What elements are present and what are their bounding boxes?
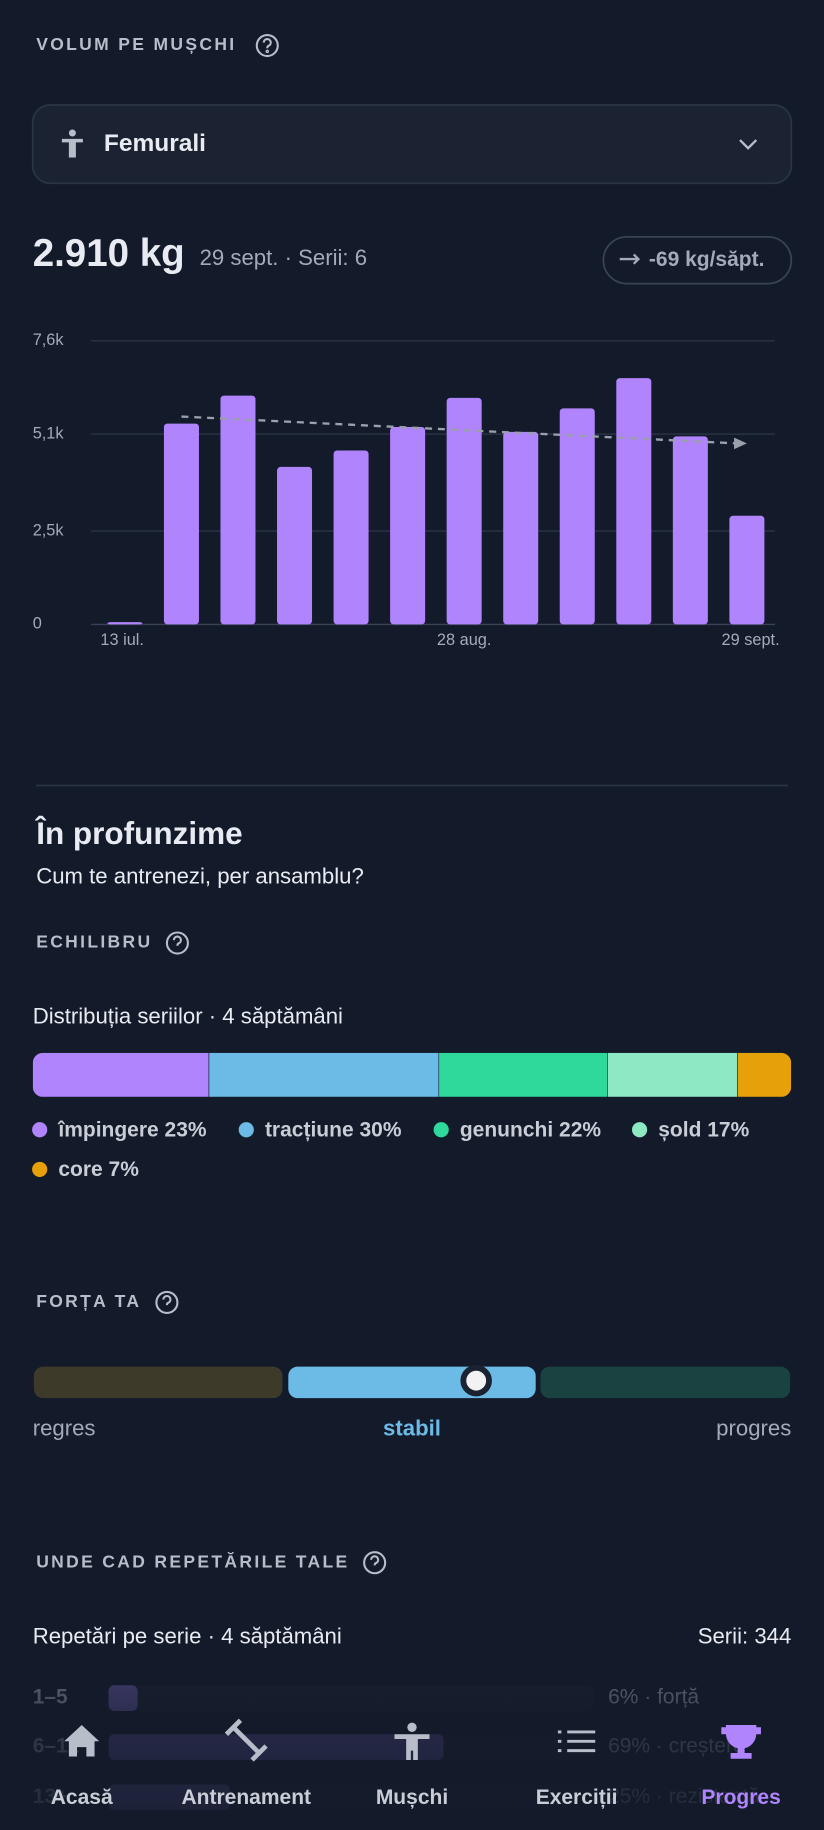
y-tick-label: 2,5k — [33, 521, 65, 539]
nav-label[interactable]: Mușchi — [376, 1786, 448, 1809]
bar — [390, 426, 426, 625]
strength-right: progres — [716, 1416, 791, 1441]
stable-zone — [288, 1366, 536, 1399]
bar — [220, 395, 256, 625]
regres-zone — [33, 1366, 283, 1399]
balance-segment — [607, 1052, 738, 1098]
bar — [672, 436, 708, 625]
trend-arrowhead — [734, 437, 747, 450]
muscle-dropdown[interactable] — [31, 104, 793, 185]
summary-value: 2.910 kg — [33, 232, 185, 275]
legend-dot — [32, 1161, 48, 1178]
bar — [729, 515, 765, 625]
legend-dot — [238, 1122, 254, 1138]
muscle-icon — [394, 1722, 430, 1760]
help-icon — [165, 931, 189, 955]
depth-subtitle: Cum te antrenezi, per ansamblu? — [36, 864, 364, 889]
bar — [559, 408, 595, 625]
section-title: VOLUM PE MUȘCHI — [36, 34, 236, 54]
help-icon — [155, 1290, 179, 1315]
legend-label: tracțiune 30% — [265, 1118, 402, 1141]
chevron — [739, 139, 758, 150]
bar — [163, 423, 199, 625]
x-tick-label: 28 aug. — [437, 631, 491, 649]
help-icon — [255, 33, 279, 58]
bar — [446, 397, 482, 625]
nav-label[interactable]: Acasă — [51, 1786, 113, 1809]
balance-segment — [208, 1052, 440, 1098]
y-tick-label: 0 — [33, 615, 42, 633]
nav-label[interactable]: Exerciții — [536, 1786, 618, 1809]
legend-label: genunchi 22% — [460, 1118, 602, 1141]
balance-segment — [737, 1052, 792, 1098]
nav-labels: Acasă Antrenament Mușchi Exerciții Progres — [51, 1786, 781, 1809]
home-icon — [64, 1724, 100, 1757]
progress-zone — [540, 1366, 791, 1399]
reps-total: Serii: 344 — [698, 1623, 792, 1648]
trend-arrow — [619, 253, 641, 265]
legend-dot — [32, 1122, 48, 1138]
summary-detail: 29 sept. · Serii: 6 — [200, 245, 367, 270]
trophy-icon — [721, 1724, 761, 1759]
volume-chart: 0 2,5k 5,1k 7,6k 13 iul. 28 aug. 29 sept. — [33, 331, 780, 649]
nav-label[interactable]: Antrenament — [182, 1786, 312, 1809]
y-tick-label: 5,1k — [33, 424, 65, 442]
dumbbell-icon — [224, 1718, 268, 1762]
nav-label[interactable]: Progres — [701, 1786, 780, 1809]
reps-title: UNDE CAD REPETĂRILE TALE — [36, 1550, 349, 1571]
bar — [277, 466, 313, 625]
nav-icons — [64, 1718, 761, 1762]
trend-line — [181, 415, 738, 445]
x-tick-label: 13 iul. — [100, 631, 144, 649]
help-icon — [363, 1551, 387, 1575]
y-tick-label: 7,6k — [33, 331, 65, 349]
strength-left: regres — [33, 1416, 96, 1441]
balance-segment — [32, 1052, 210, 1098]
bar — [333, 450, 369, 625]
bar — [107, 622, 143, 625]
list-icon — [557, 1730, 596, 1753]
legend-label: șold 17% — [658, 1118, 749, 1141]
muscle-name: Femurali — [104, 130, 206, 157]
trend-label: -69 kg/săpt. — [649, 248, 765, 271]
strength-title: FORȚA TA — [36, 1291, 141, 1311]
bar — [616, 378, 652, 625]
legend-label: core 7% — [58, 1158, 139, 1181]
reps-subtitle: Repetări pe serie · 4 săptămâni — [33, 1623, 342, 1648]
depth-title: În profunzime — [34, 815, 243, 851]
balance-segment — [438, 1052, 608, 1098]
legend-dot — [433, 1122, 449, 1138]
balance-bar: împingere 23% tracțiune 30% genunchi 22% șo… — [32, 1052, 792, 1181]
legend-dot — [631, 1122, 648, 1138]
nav-bar — [0, 1680, 824, 1830]
strength-knob — [460, 1364, 492, 1397]
trend-pill — [602, 236, 793, 285]
person-icon — [61, 129, 83, 158]
strength-middle: stabil — [383, 1416, 441, 1441]
balance-title: ECHILIBRU — [36, 932, 152, 952]
legend-label: împingere 23% — [57, 1118, 207, 1141]
x-tick-label: 29 sept. — [722, 631, 780, 649]
balance-subtitle: Distribuția seriilor · 4 săptămâni — [33, 1004, 343, 1029]
bar — [503, 431, 539, 625]
